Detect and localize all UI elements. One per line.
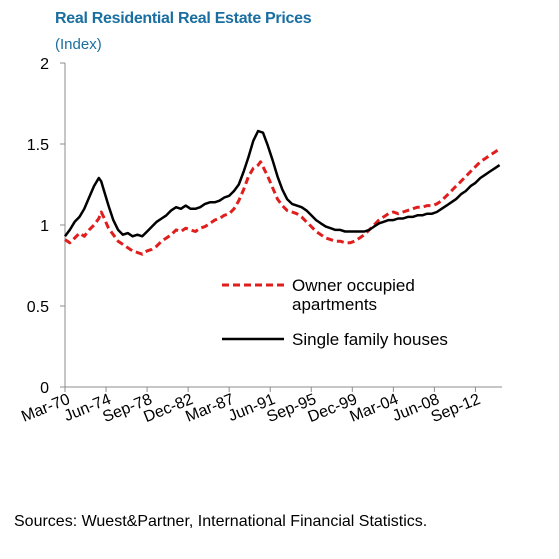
y-tick-label: 1 bbox=[40, 218, 49, 235]
chart-title: Real Residential Real Estate Prices bbox=[55, 10, 312, 27]
chart-subtitle: (Index) bbox=[55, 36, 102, 53]
y-tick-label: 1.5 bbox=[27, 137, 49, 154]
y-axis-labels: 0 0.5 1 1.5 2 bbox=[27, 56, 49, 397]
y-tick-label: 0 bbox=[40, 380, 49, 397]
series-line-single-family-houses bbox=[64, 129, 501, 238]
series-lines bbox=[64, 129, 501, 256]
series-line-owner-occupied-apartments bbox=[64, 147, 501, 256]
line-chart: 0 0.5 1 1.5 2 Mar-70Jun-74Sep-78Dec-82Mar-87… bbox=[19, 56, 502, 426]
legend-label: Single family houses bbox=[292, 330, 448, 349]
y-tick-label: 2 bbox=[40, 56, 49, 73]
legend-label: apartments bbox=[292, 295, 377, 314]
axes bbox=[60, 62, 502, 392]
x-axis-labels: Mar-70Jun-74Sep-78Dec-82Mar-87Jun-91Sep-… bbox=[19, 391, 483, 426]
legend-label: Owner occupied bbox=[292, 276, 415, 295]
source-note: Sources: Wuest&Partner, International Fi… bbox=[14, 513, 428, 530]
y-tick-label: 0.5 bbox=[27, 299, 49, 316]
